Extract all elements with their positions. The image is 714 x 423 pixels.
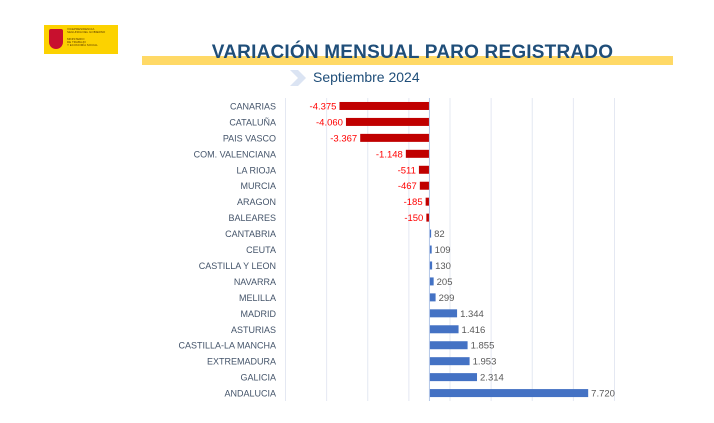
chart-subtitle: Septiembre 2024 (313, 69, 420, 85)
bar (429, 277, 434, 286)
category-label: CEUTA (246, 245, 276, 255)
bar (360, 133, 430, 142)
category-label: COM. VALENCIANA (194, 149, 276, 159)
bar (429, 261, 433, 270)
data-label: 130 (435, 261, 451, 272)
category-label: CASTILLA-LA MANCHA (178, 341, 276, 351)
data-label: 2.314 (480, 373, 504, 384)
logo-text: VICEPRESIDENCIA (67, 27, 95, 31)
data-label: -4.060 (316, 117, 343, 128)
data-label: -4.375 (310, 101, 337, 112)
data-label: -467 (398, 181, 417, 192)
category-label: ARAGON (237, 197, 276, 207)
data-label: -511 (398, 165, 416, 176)
bar (429, 389, 589, 398)
logo-text: Y ECONOMÍA SOCIAL (67, 43, 98, 47)
bar (405, 149, 430, 158)
title-band (142, 56, 673, 65)
bar (429, 325, 459, 334)
bar (429, 229, 432, 238)
government-logo: VICEPRESIDENCIA SEGUNDA DEL GOBIERNO MIN… (44, 25, 118, 54)
bar (339, 101, 430, 110)
category-label: MADRID (241, 309, 277, 319)
category-label: PAIS VASCO (223, 133, 276, 143)
data-label: 1.344 (460, 309, 484, 320)
data-label: 1.953 (473, 357, 497, 368)
category-label: MELILLA (239, 293, 276, 303)
bar (429, 293, 436, 302)
bar (429, 373, 478, 382)
data-label: 205 (437, 277, 453, 288)
data-label: -1.148 (376, 149, 403, 160)
data-label: 1.855 (471, 341, 495, 352)
category-label: ANDALUCIA (224, 389, 276, 399)
bar (418, 165, 430, 174)
bar (429, 245, 432, 254)
bar (425, 197, 430, 206)
category-label: MURCIA (241, 181, 277, 191)
bar (429, 357, 470, 366)
bar (429, 309, 458, 318)
category-label: LA RIOJA (236, 165, 276, 175)
logo-text: SEGUNDA DEL GOBIERNO (67, 30, 106, 34)
logo-text: MINISTERIO (67, 37, 85, 41)
data-label: -150 (404, 213, 423, 224)
bar (426, 213, 430, 222)
data-label: 109 (435, 245, 451, 256)
category-label: NAVARRA (234, 277, 276, 287)
chevron-icon (290, 70, 306, 86)
category-label: CANTABRIA (225, 229, 276, 239)
data-label: 82 (434, 229, 445, 240)
bar (419, 181, 430, 190)
data-label: 1.416 (462, 325, 486, 336)
chart-title: VARIACIÓN MENSUAL PARO REGISTRADO (211, 42, 614, 63)
category-label: EXTREMADURA (207, 357, 276, 367)
logo-text: DE TRABAJO (67, 40, 86, 44)
data-label: 299 (439, 293, 455, 304)
category-label: GALICIA (240, 373, 276, 383)
data-label: -3.367 (330, 133, 357, 144)
category-label: ASTURIAS (231, 325, 276, 335)
category-label: BALEARES (228, 213, 276, 223)
bar (345, 117, 430, 126)
category-label: CANARIAS (230, 101, 276, 111)
bar (429, 341, 468, 350)
coat-of-arms-icon (49, 29, 63, 49)
category-label: CASTILLA Y LEON (199, 261, 276, 271)
category-label: CATALUÑA (229, 117, 276, 127)
data-label: 7.720 (591, 389, 615, 400)
data-label: -185 (404, 197, 423, 208)
